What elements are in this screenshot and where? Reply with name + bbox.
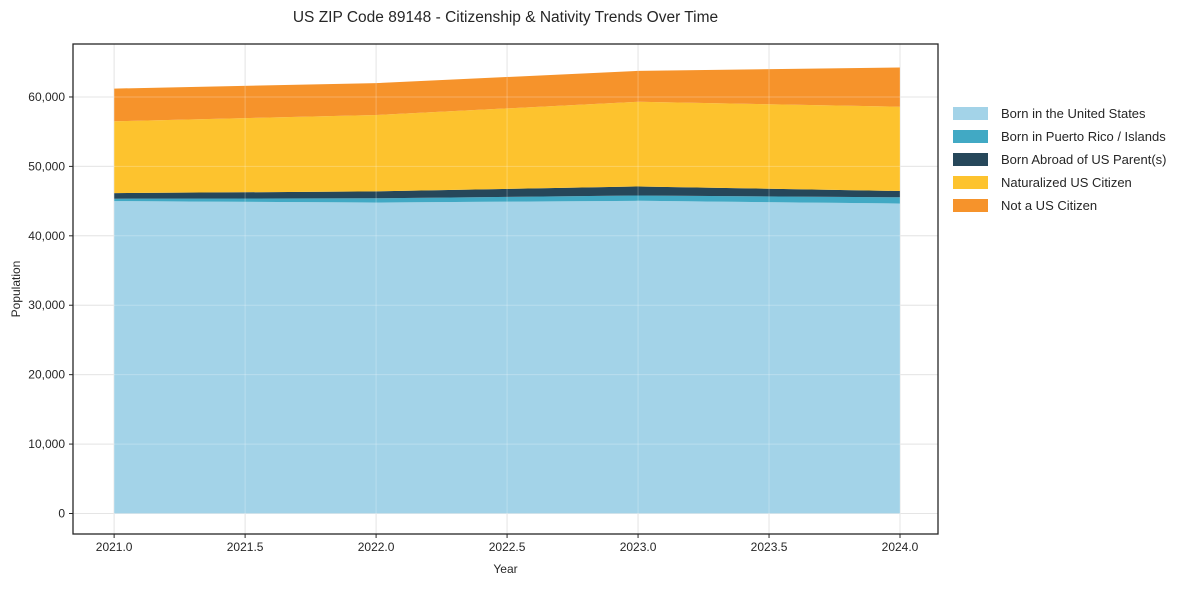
legend-item: Born in the United States — [953, 107, 1166, 120]
x-tick-label: 2021.0 — [96, 540, 133, 554]
x-tick-label: 2024.0 — [882, 540, 919, 554]
y-tick-label: 40,000 — [28, 229, 65, 243]
x-axis-label: Year — [493, 562, 518, 576]
legend-swatch — [953, 153, 988, 166]
area-series-2 — [114, 186, 901, 199]
y-tick-label: 10,000 — [28, 437, 65, 451]
area-series-3 — [114, 101, 901, 194]
legend-label: Born in Puerto Rico / Islands — [1001, 129, 1166, 144]
axes-border — [72, 43, 939, 535]
x-tick-label: 2021.5 — [227, 540, 264, 554]
area-series-1 — [114, 195, 901, 204]
legend: Born in the United States Born in Puerto … — [953, 107, 1166, 222]
legend-item: Born Abroad of US Parent(s) — [953, 153, 1166, 166]
chart-title: US ZIP Code 89148 - Citizenship & Nativi… — [292, 9, 719, 26]
x-tick-label: 2023.5 — [751, 540, 788, 554]
x-tick-label: 2023.0 — [620, 540, 657, 554]
area-series-4 — [114, 67, 901, 122]
y-tick-label: 50,000 — [28, 159, 65, 173]
y-tick-label: 20,000 — [28, 368, 65, 382]
legend-item: Born in Puerto Rico / Islands — [953, 130, 1166, 143]
legend-item: Naturalized US Citizen — [953, 176, 1166, 189]
x-tick-label: 2022.5 — [489, 540, 526, 554]
x-tick-label: 2022.0 — [358, 540, 395, 554]
legend-swatch — [953, 199, 988, 212]
legend-item: Not a US Citizen — [953, 199, 1166, 212]
area-series-0 — [114, 200, 901, 514]
legend-label: Naturalized US Citizen — [1001, 175, 1132, 190]
y-axis-label: Population — [9, 260, 23, 318]
y-tick-label: 0 — [58, 506, 65, 520]
legend-swatch — [953, 107, 988, 120]
legend-swatch — [953, 130, 988, 143]
legend-swatch — [953, 176, 988, 189]
legend-label: Not a US Citizen — [1001, 198, 1098, 213]
legend-label: Born in the United States — [1001, 106, 1146, 121]
y-tick-label: 30,000 — [28, 298, 65, 312]
y-tick-label: 60,000 — [28, 90, 65, 104]
legend-label: Born Abroad of US Parent(s) — [1001, 152, 1167, 167]
